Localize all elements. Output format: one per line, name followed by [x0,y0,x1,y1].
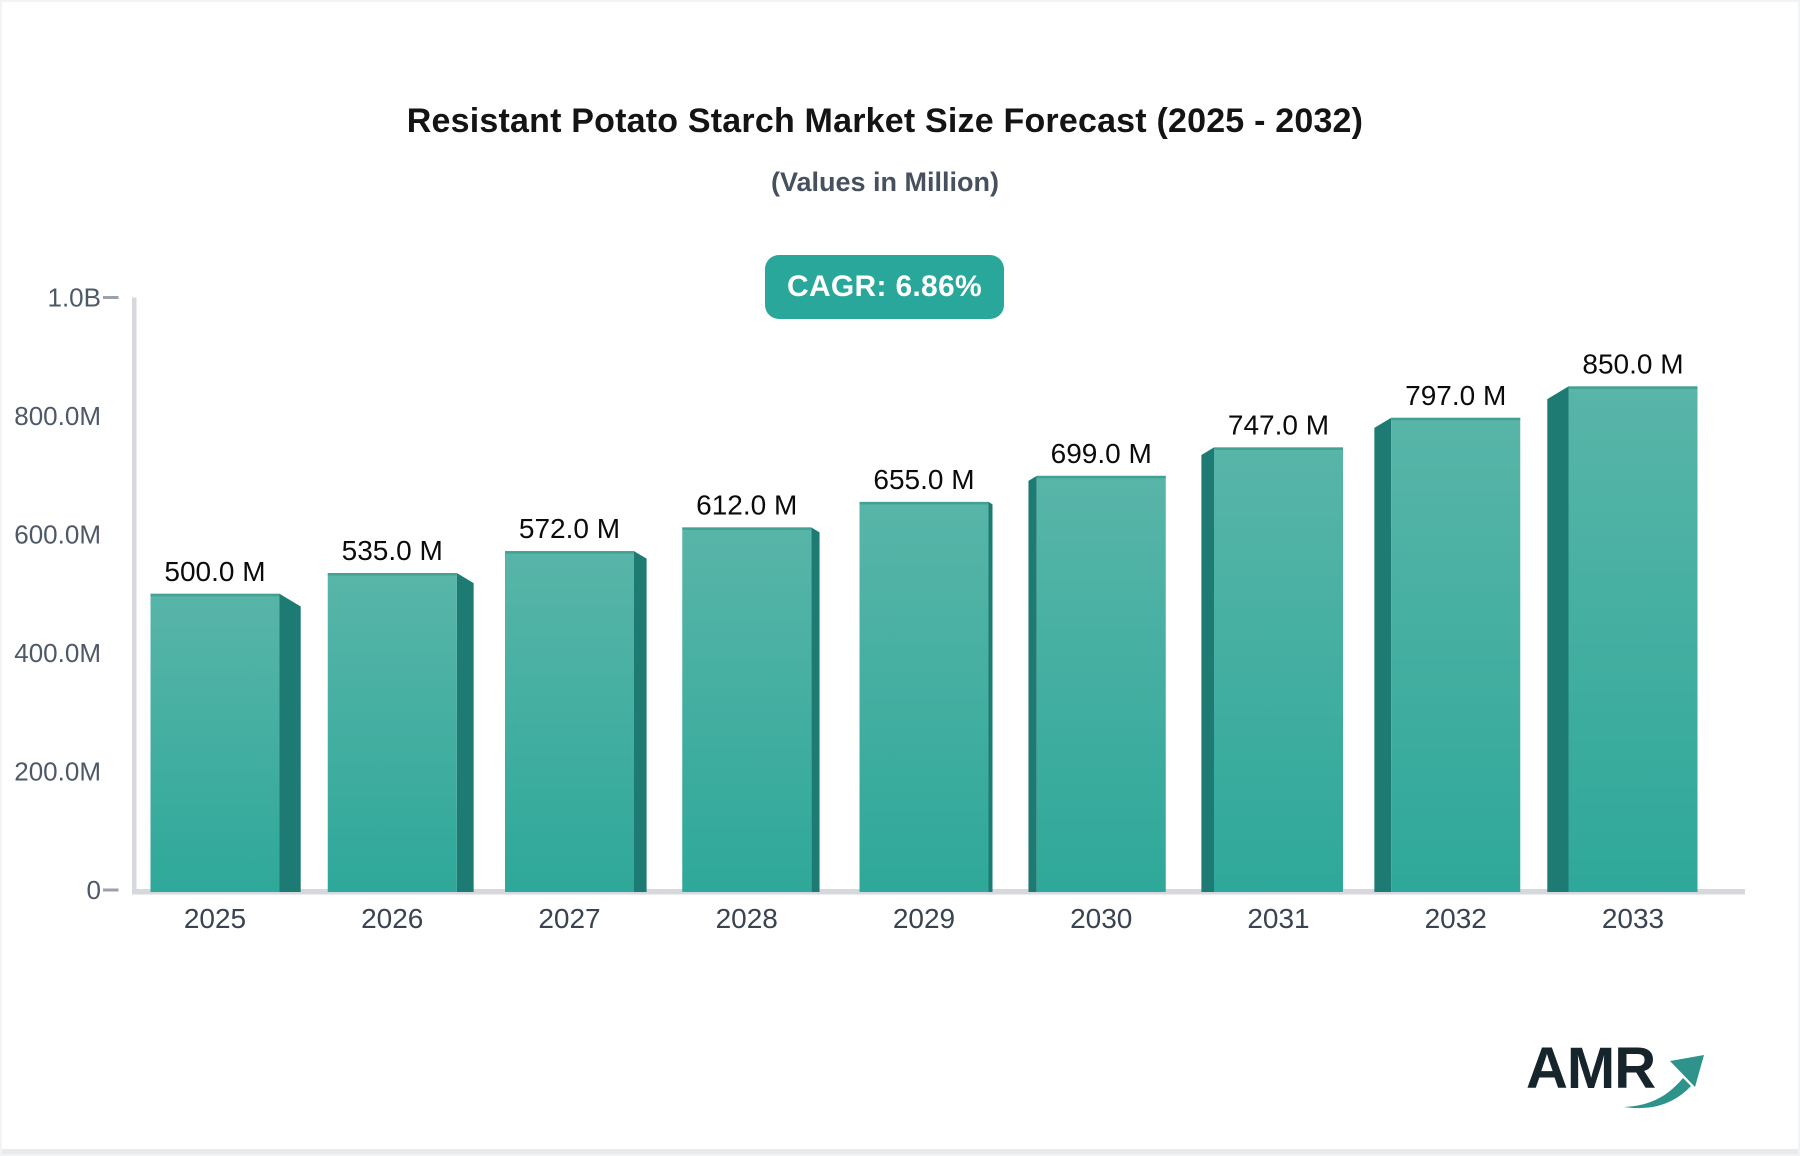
bar-value-label: 699.0 M [1051,438,1152,469]
bar-group-2025: 500.0 M 2025 [150,556,301,934]
logo-arrow-icon [1624,1055,1704,1109]
bar-top-edge [1036,475,1166,479]
x-axis-label: 2031 [1247,903,1309,934]
bar-front-face [859,501,989,892]
y-axis-label: 400.0M [14,638,101,668]
chart-subtitle: (Values in Million) [770,167,1000,197]
bar-front-face [1214,447,1343,892]
bar-front-face [505,551,634,892]
bar-top-edge [505,551,634,554]
bar-top-edge [859,501,989,505]
axis-tick [103,888,119,892]
y-axis-label: 600.0M [14,520,101,550]
bar-top-edge [1568,386,1698,389]
page-title: Resistant Potato Starch Market Size Fore… [406,102,1364,140]
x-axis-label: 2032 [1425,903,1487,934]
bar-side-face [456,573,474,892]
y-axis-label: 800.0M [14,401,101,431]
bar-top-edge [327,573,457,576]
axis-tick [103,296,119,299]
bar-group-2028: 612.0 M 2028 [682,489,820,934]
x-axis-label: 2033 [1602,903,1664,934]
logo-text: AMR [1526,1036,1656,1101]
bar-side-face [634,551,647,892]
y-axis-label: 200.0M [14,757,101,787]
bar-side-face [811,527,820,892]
x-axis-label: 2030 [1070,903,1132,934]
bar-side-face [279,593,301,892]
bar-top-edge [682,527,812,530]
bar-side-face [1374,417,1392,892]
bar-front-face [682,527,812,892]
x-axis-label: 2027 [538,903,600,934]
bar-value-label: 797.0 M [1405,380,1506,411]
x-axis-label: 2029 [893,903,955,934]
bar-top-edge [1214,447,1343,450]
bar-value-label: 850.0 M [1582,348,1683,379]
bar-side-face [1028,475,1037,892]
bar-side-face [1201,447,1214,892]
bar-side-face [988,501,993,892]
x-axis-label: 2026 [361,903,423,934]
bar-value-label: 572.0 M [519,513,620,544]
bar-group-2026: 535.0 M 2026 [327,535,474,934]
bar-top-edge [1391,417,1521,421]
bar-front-face [1391,417,1521,892]
cagr-badge: CAGR: 6.86% [765,255,1004,319]
bar-front-face [150,593,280,892]
bar-group-2031: 747.0 M 2031 [1201,409,1343,934]
page-bottom-divider [2,1149,1798,1154]
y-axis-label: 1.0B [48,283,102,313]
y-axis-label: 0 [87,875,101,905]
amr-logo: AMR [1526,1040,1726,1120]
bar-group-2033: 850.0 M 2033 [1547,348,1698,934]
bar-group-2032: 797.0 M 2032 [1374,380,1521,934]
bar-top-edge [150,593,280,597]
bar-group-2030: 699.0 M 2030 [1028,438,1166,934]
bar-value-label: 500.0 M [164,556,265,587]
chart-header: Resistant Potato Starch Market Size Fore… [2,102,1768,198]
bar-value-label: 655.0 M [873,464,974,495]
bar-value-label: 535.0 M [342,535,443,566]
x-axis-label: 2028 [716,903,778,934]
y-axis-line [132,297,137,893]
bar-front-face [1036,475,1166,892]
bar-front-face [327,573,457,892]
bar-front-face [1568,386,1698,892]
bar-side-face [1547,386,1569,892]
bar-value-label: 612.0 M [696,489,797,520]
bar-group-2027: 572.0 M 2027 [505,513,647,934]
x-axis-label: 2025 [184,903,246,934]
bar-value-label: 747.0 M [1228,409,1329,440]
bar-group-2029: 655.0 M 2029 [859,464,993,934]
